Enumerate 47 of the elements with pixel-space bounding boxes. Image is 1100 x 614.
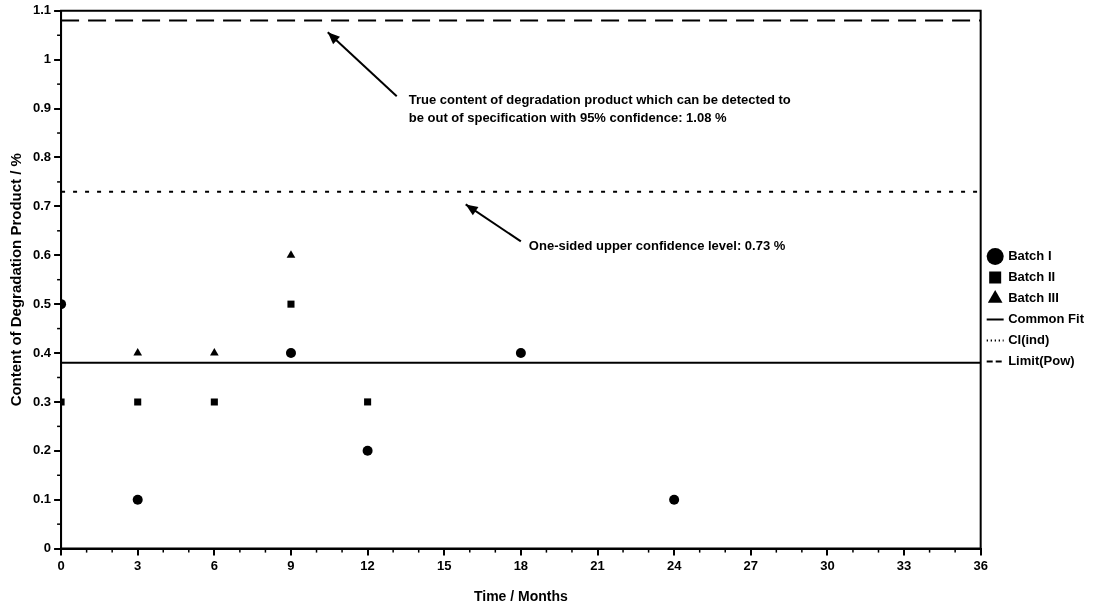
x-tick-label: 30 [820, 557, 835, 573]
legend-label: Common Fit [1008, 311, 1085, 327]
x-tick-label: 36 [973, 557, 988, 573]
point [669, 494, 680, 505]
x-tick-label: 21 [590, 557, 605, 573]
point [134, 398, 142, 406]
y-tick-label: 0.6 [32, 246, 52, 262]
x-tick-label: 27 [743, 557, 759, 573]
y-tick-label: 0.5 [32, 295, 52, 311]
x-tick-label: 3 [134, 557, 142, 573]
x-tick-label: 9 [287, 557, 295, 573]
y-tick-label: 0.8 [32, 149, 52, 165]
y-tick-label: 1 [43, 51, 52, 67]
point [364, 398, 372, 406]
legend-label: Limit(Pow) [1008, 353, 1075, 369]
x-tick-label: 33 [896, 557, 912, 573]
point [285, 348, 296, 359]
legend-label: CI(ind) [1008, 332, 1050, 348]
y-axis-title: Content of Degradation Product / % [7, 153, 25, 407]
annotation: One-sided upper confidence level: 0.73 % [528, 237, 786, 253]
point [210, 398, 218, 406]
y-tick-label: 0.4 [32, 344, 52, 360]
point [362, 445, 373, 456]
x-tick-label: 15 [437, 557, 452, 573]
point [287, 300, 295, 308]
point [210, 348, 219, 356]
x-tick-label: 12 [360, 557, 375, 573]
y-tick-label: 0.7 [32, 197, 52, 213]
y-tick-label: 0.3 [32, 393, 52, 409]
x-tick-label: 18 [513, 557, 529, 573]
point [286, 250, 296, 258]
x-tick-label: 6 [210, 557, 218, 573]
point [515, 348, 526, 359]
legend-label: Batch III [1008, 290, 1059, 306]
y-tick-label: 0.2 [32, 442, 52, 458]
annotation: True content of degradation product which can be detected to be out of specification with 95% confidence: 1.08 % [408, 92, 791, 126]
y-tick-label: 0.1 [32, 491, 52, 507]
y-tick-label: 0.9 [32, 100, 52, 116]
y-tick-label: 1.1 [32, 2, 52, 18]
y-tick-label: 0 [43, 540, 52, 556]
x-axis-title: Time / Months [473, 588, 569, 605]
x-tick-label: 0 [57, 557, 65, 573]
point [133, 348, 143, 356]
legend-label: Batch I [1008, 248, 1052, 264]
point [132, 494, 143, 505]
x-tick-label: 24 [666, 557, 683, 573]
legend-label: Batch II [1008, 269, 1056, 285]
